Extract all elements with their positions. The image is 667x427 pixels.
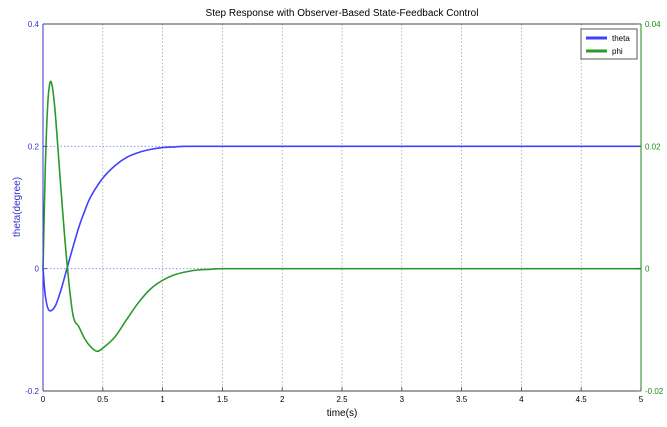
y-right-tick-label: 0 — [645, 265, 650, 274]
legend-label-theta: theta — [612, 34, 630, 43]
x-tick-label: 1.5 — [217, 395, 229, 404]
y-axis-left-label: theta(degree) — [12, 177, 23, 237]
series-line-theta — [42, 145, 641, 312]
chart-title: Step Response with Observer-Based State-… — [206, 8, 479, 19]
y-right-tick-label: 0.02 — [645, 142, 661, 151]
x-tick-label: 2.5 — [336, 395, 348, 404]
legend-box — [580, 28, 638, 60]
x-tick-label: 3.5 — [456, 395, 468, 404]
legend-label-phi: phi — [612, 47, 623, 56]
y-left-tick-label: 0.4 — [28, 20, 40, 29]
x-tick-label: 4.5 — [576, 395, 588, 404]
y-left-tick-label: 0.2 — [28, 142, 40, 151]
x-tick-label: 0.5 — [97, 395, 109, 404]
x-tick-label: 5 — [639, 395, 644, 404]
series-layer — [42, 80, 641, 353]
legend: theta phi — [580, 28, 638, 60]
series-line-phi — [42, 80, 641, 353]
y-right-tick-label: 0.04 — [645, 20, 661, 29]
x-tick-label: 3 — [400, 395, 405, 404]
y-left-tick-label: 0 — [35, 265, 40, 274]
x-axis-label: time(s) — [327, 408, 358, 419]
x-tick-label: 0 — [41, 395, 46, 404]
x-tick-label: 2 — [280, 395, 285, 404]
x-tick-label: 1 — [160, 395, 165, 404]
y-left-tick-label: -0.2 — [25, 387, 39, 396]
x-tick-label: 4 — [519, 395, 524, 404]
tick-layer: 0 0.5 1 1.5 2 2.5 3 3.5 4 4.5 5-0.200.20.4-0.0200.… — [25, 20, 664, 404]
y-right-tick-label: -0.02 — [645, 387, 664, 396]
